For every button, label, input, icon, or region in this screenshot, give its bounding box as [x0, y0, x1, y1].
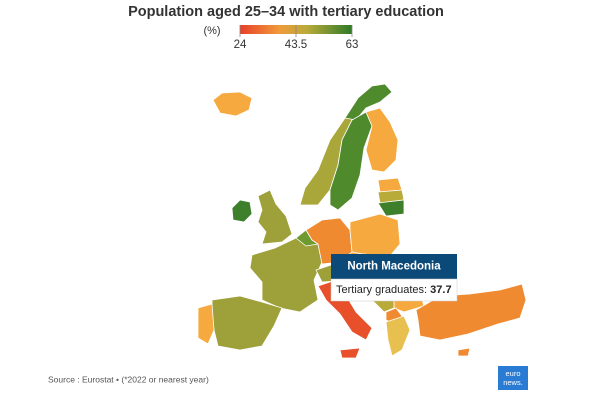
- portugal: [197, 303, 215, 345]
- poland: [349, 213, 401, 257]
- map: [197, 83, 527, 359]
- tooltip-country: North Macedonia: [347, 261, 441, 273]
- tooltip-value: 37.7: [430, 284, 451, 296]
- logo: [498, 366, 528, 390]
- legend-tick-label: 43.5: [285, 39, 307, 51]
- logo-top: euro: [505, 369, 520, 378]
- cyprus: [457, 347, 471, 357]
- legend-unit: (%): [203, 25, 220, 37]
- title: Population aged 25–34 with tertiary educ…: [128, 4, 444, 20]
- greece: [385, 315, 411, 357]
- iceland: [212, 91, 253, 117]
- uk: [257, 189, 293, 245]
- france: [249, 237, 323, 313]
- tooltip-line: Tertiary graduates: 37.7: [336, 284, 452, 296]
- source: Source : Eurostat • (*2022 or nearest ye…: [48, 374, 209, 384]
- sweden: [329, 111, 373, 211]
- tooltip-header: [331, 254, 457, 279]
- finland: [365, 107, 399, 173]
- logo-bottom: news.: [503, 378, 523, 387]
- legend-tick-label: 24: [234, 39, 247, 51]
- tooltip-label: Tertiary graduates:: [336, 284, 427, 296]
- ireland: [231, 199, 253, 223]
- sicily: [339, 347, 361, 359]
- lithuania: [377, 199, 405, 217]
- legend-tick-label: 63: [346, 39, 359, 51]
- tooltip: North Macedonia Tertiary graduates: 37.7: [330, 254, 458, 302]
- tooltip-body: [330, 278, 458, 302]
